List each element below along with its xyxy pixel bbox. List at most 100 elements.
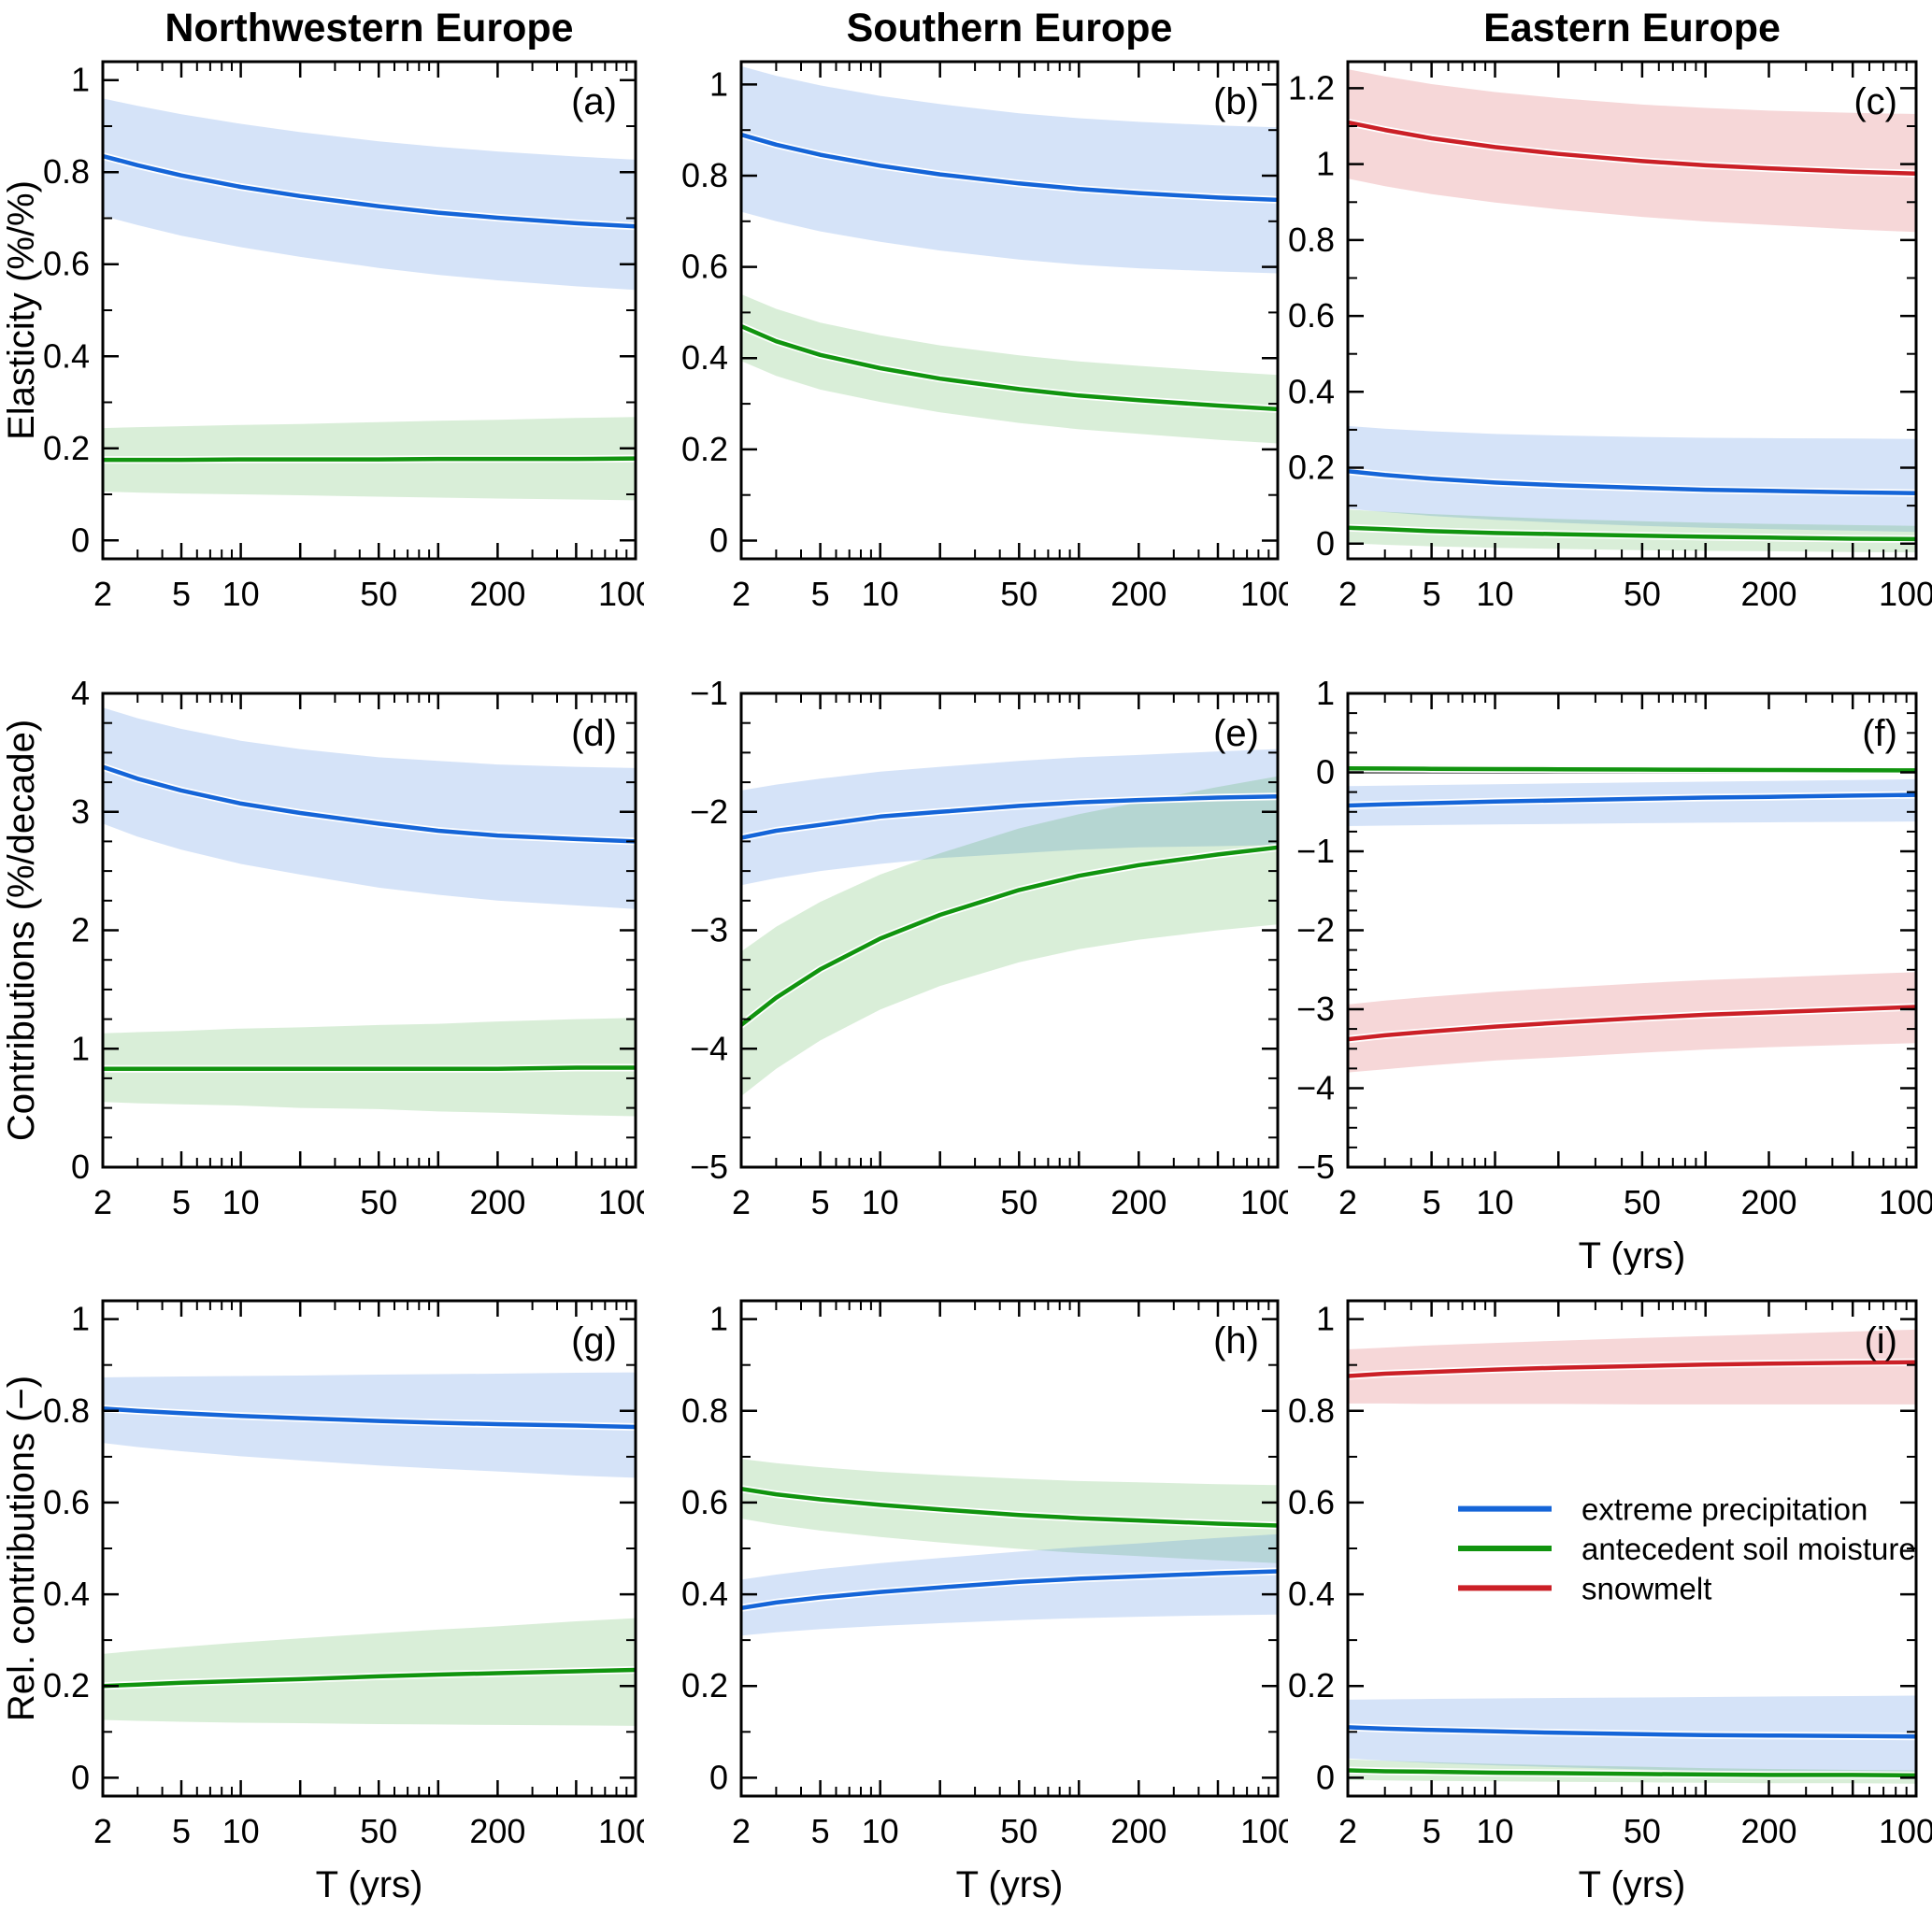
y-axis-ticks bbox=[103, 78, 636, 542]
x-tick-label: 10 bbox=[862, 575, 899, 613]
x-tick-label: 10 bbox=[222, 1183, 260, 1221]
y-tick-label: 0.6 bbox=[1288, 1483, 1335, 1521]
plot-frame bbox=[1346, 60, 1918, 561]
series-line-blue bbox=[741, 794, 1278, 840]
y-tick-label: 0.8 bbox=[681, 156, 728, 194]
series-line-green bbox=[741, 323, 1278, 412]
x-axis-label: T (yrs) bbox=[1579, 1864, 1686, 1905]
plot-area bbox=[103, 98, 636, 501]
y-tick-label: 0 bbox=[71, 1758, 90, 1796]
y-tick-label: 0.4 bbox=[1288, 1575, 1335, 1613]
series-line-green bbox=[103, 1667, 636, 1689]
x-axis-ticks bbox=[739, 62, 1280, 559]
x-tick-label: 10 bbox=[862, 1183, 899, 1221]
y-axis-ticks bbox=[103, 1318, 636, 1779]
uncertainty-band-blue bbox=[1348, 425, 1916, 533]
series-line-red bbox=[1348, 1005, 1916, 1042]
plot-area bbox=[1348, 764, 1916, 1073]
y-tick-label: 0.8 bbox=[1288, 1391, 1335, 1430]
series-line-green bbox=[741, 1486, 1278, 1528]
x-tick-label: 5 bbox=[1423, 1812, 1441, 1850]
y-tick-label: 0.6 bbox=[43, 245, 90, 283]
legend-entry-green: antecedent soil moisture bbox=[1458, 1532, 1916, 1566]
x-axis-ticks bbox=[1346, 693, 1918, 1167]
column-title: Eastern Europe bbox=[1483, 6, 1781, 50]
plot-frame bbox=[739, 60, 1280, 561]
y-tick-label: 0.2 bbox=[681, 430, 728, 468]
uncertainty-band-green bbox=[741, 776, 1278, 1096]
y-axis-label: Elasticity (%/%) bbox=[1, 180, 42, 440]
plot-frame bbox=[1346, 692, 1918, 1169]
uncertainty-band-green bbox=[103, 1618, 636, 1726]
x-tick-label: 200 bbox=[1110, 575, 1166, 613]
x-tick-label: 200 bbox=[469, 1183, 525, 1221]
x-tick-label: 50 bbox=[1624, 1812, 1661, 1850]
plot-area bbox=[1348, 69, 1916, 553]
x-tick-label: 2 bbox=[1338, 1183, 1357, 1221]
y-tick-label: −4 bbox=[1296, 1069, 1335, 1107]
x-tick-label: 2 bbox=[93, 1183, 112, 1221]
y-tick-label: 0 bbox=[1316, 1758, 1335, 1796]
uncertainty-band-red bbox=[1348, 69, 1916, 233]
y-tick-label: 0.4 bbox=[1288, 372, 1335, 410]
x-tick-label: 10 bbox=[862, 1812, 899, 1850]
column-title: Southern Europe bbox=[847, 6, 1173, 50]
series-line-red bbox=[1348, 1360, 1916, 1378]
x-tick-label: 5 bbox=[811, 1812, 830, 1850]
y-tick-label: −5 bbox=[690, 1148, 728, 1186]
panel-letter: (d) bbox=[571, 713, 617, 754]
uncertainty-band-blue bbox=[741, 65, 1278, 274]
y-tick-label: 0.2 bbox=[1288, 449, 1335, 487]
x-tick-label: 50 bbox=[360, 1183, 397, 1221]
y-tick-label: 1.2 bbox=[1288, 68, 1335, 107]
y-tick-label: 3 bbox=[71, 792, 90, 831]
y-tick-label: −5 bbox=[1296, 1148, 1335, 1186]
uncertainty-band-red bbox=[1348, 972, 1916, 1073]
panel-letter: (c) bbox=[1853, 81, 1897, 122]
y-tick-label: 1 bbox=[1316, 145, 1335, 183]
x-tick-label: 200 bbox=[1741, 1183, 1797, 1221]
plot-area bbox=[1348, 1329, 1916, 1784]
y-tick-label: −2 bbox=[1296, 911, 1335, 949]
series-line-blue bbox=[1348, 792, 1916, 808]
y-axis-ticks bbox=[741, 83, 1278, 542]
uncertainty-band-green bbox=[741, 293, 1278, 444]
x-tick-label: 200 bbox=[1110, 1812, 1166, 1850]
y-tick-label: −3 bbox=[690, 911, 728, 949]
x-axis-ticks bbox=[739, 693, 1280, 1167]
panel-letter: (e) bbox=[1213, 713, 1259, 754]
y-tick-label: 0.8 bbox=[1288, 221, 1335, 259]
series-line-blue bbox=[103, 1406, 636, 1430]
x-tick-label: 5 bbox=[811, 1183, 830, 1221]
series-line-blue bbox=[1348, 468, 1916, 495]
panel-letter: (g) bbox=[571, 1320, 617, 1362]
y-axis-ticks bbox=[1348, 1318, 1916, 1779]
y-axis-label: Contributions (%/decade) bbox=[1, 720, 42, 1141]
y-tick-label: 1 bbox=[709, 1300, 728, 1338]
y-tick-label: 0.6 bbox=[1288, 296, 1335, 335]
uncertainty-band-blue bbox=[741, 749, 1278, 886]
uncertainty-band-blue bbox=[103, 707, 636, 909]
y-tick-label: 1 bbox=[71, 1300, 90, 1338]
series-line-green bbox=[1348, 766, 1916, 773]
panel-letter: (h) bbox=[1213, 1320, 1259, 1362]
series-line-blue bbox=[741, 1569, 1278, 1611]
y-axis-ticks bbox=[1348, 87, 1916, 546]
series-line-green bbox=[1348, 525, 1916, 542]
series-line-green bbox=[103, 456, 636, 463]
